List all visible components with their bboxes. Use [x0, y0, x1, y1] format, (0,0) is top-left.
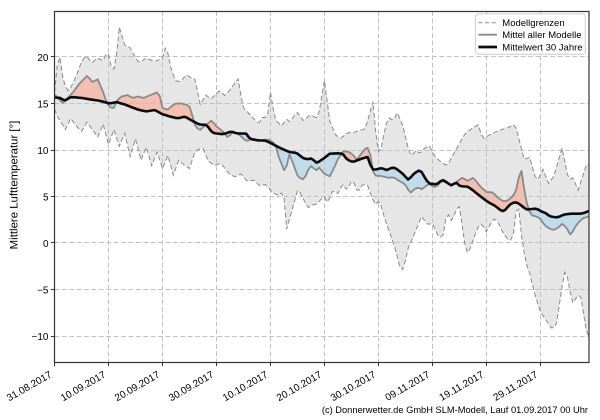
- svg-text:0: 0: [43, 239, 49, 250]
- svg-text:(c) Donnerwetter.de GmbH SLM-M: (c) Donnerwetter.de GmbH SLM-Modell, Lau…: [322, 405, 588, 415]
- svg-text:Mittlere Lufttemperatur [°]: Mittlere Lufttemperatur [°]: [9, 121, 21, 250]
- svg-text:Modellgrenzen: Modellgrenzen: [502, 18, 564, 29]
- svg-text:5: 5: [43, 193, 49, 204]
- svg-text:−5: −5: [37, 286, 49, 297]
- svg-text:−10: −10: [32, 332, 49, 343]
- svg-text:Mittel aller Modelle: Mittel aller Modelle: [502, 30, 581, 41]
- svg-text:20: 20: [37, 53, 49, 64]
- svg-text:10: 10: [37, 146, 49, 157]
- svg-text:15: 15: [37, 100, 49, 111]
- svg-text:Mittelwert 30 Jahre: Mittelwert 30 Jahre: [502, 42, 582, 53]
